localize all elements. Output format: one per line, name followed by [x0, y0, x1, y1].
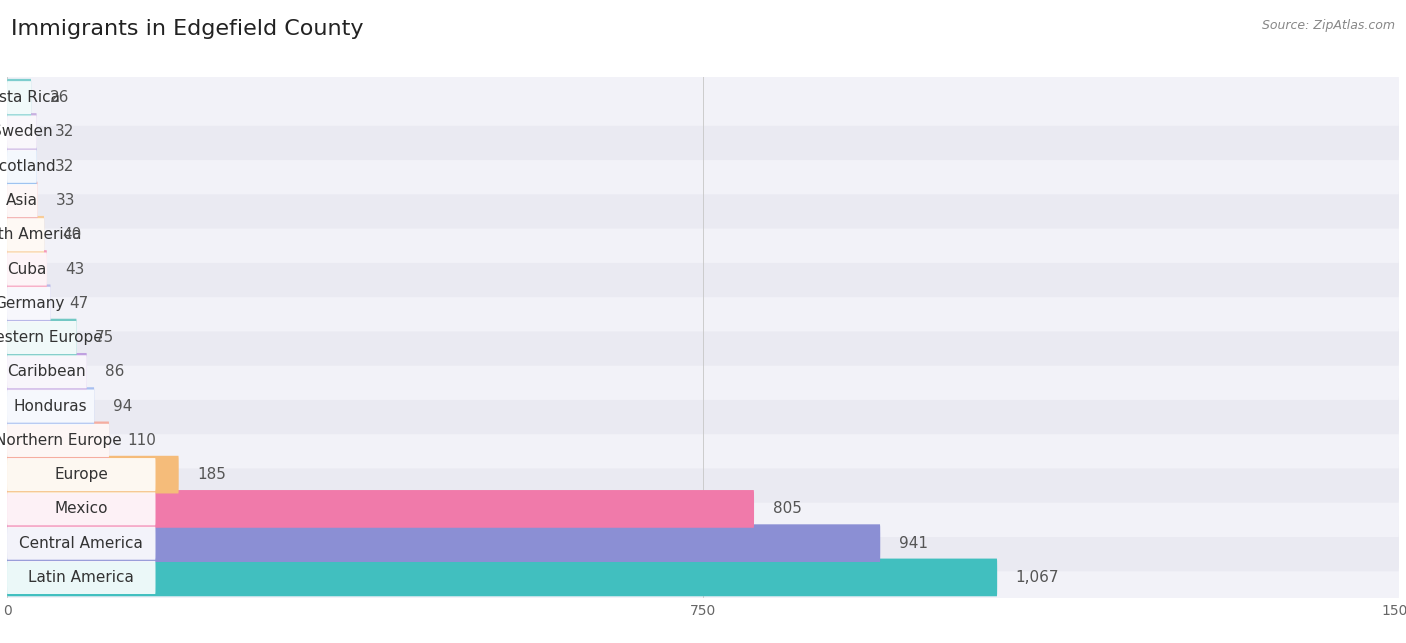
Text: Immigrants in Edgefield County: Immigrants in Edgefield County — [11, 19, 364, 39]
Text: Caribbean: Caribbean — [7, 365, 86, 379]
FancyBboxPatch shape — [7, 309, 1399, 366]
FancyBboxPatch shape — [7, 321, 76, 354]
FancyBboxPatch shape — [7, 250, 46, 288]
FancyBboxPatch shape — [7, 561, 156, 594]
Text: Scotland: Scotland — [0, 159, 55, 174]
FancyBboxPatch shape — [7, 241, 1399, 297]
FancyBboxPatch shape — [7, 104, 1399, 160]
FancyBboxPatch shape — [7, 344, 1399, 400]
FancyBboxPatch shape — [7, 275, 1399, 331]
Text: South America: South America — [0, 227, 82, 242]
FancyBboxPatch shape — [7, 524, 880, 562]
Text: Sweden: Sweden — [0, 125, 52, 140]
FancyBboxPatch shape — [7, 458, 156, 491]
FancyBboxPatch shape — [7, 412, 1399, 469]
Text: Northern Europe: Northern Europe — [0, 433, 121, 448]
FancyBboxPatch shape — [7, 493, 156, 525]
Text: 33: 33 — [56, 193, 76, 208]
FancyBboxPatch shape — [7, 113, 37, 151]
FancyBboxPatch shape — [7, 515, 1399, 571]
FancyBboxPatch shape — [7, 79, 31, 116]
FancyBboxPatch shape — [7, 387, 94, 425]
FancyBboxPatch shape — [7, 284, 51, 322]
FancyBboxPatch shape — [7, 150, 37, 183]
Text: Mexico: Mexico — [55, 502, 108, 516]
FancyBboxPatch shape — [7, 184, 38, 217]
FancyBboxPatch shape — [7, 81, 31, 114]
Text: 110: 110 — [128, 433, 156, 448]
Text: 86: 86 — [105, 365, 125, 379]
Text: Central America: Central America — [20, 536, 143, 550]
FancyBboxPatch shape — [7, 172, 1399, 229]
FancyBboxPatch shape — [7, 319, 76, 356]
Text: 941: 941 — [898, 536, 928, 550]
FancyBboxPatch shape — [7, 147, 37, 185]
FancyBboxPatch shape — [7, 355, 87, 388]
Text: Germany: Germany — [0, 296, 65, 311]
FancyBboxPatch shape — [7, 490, 754, 528]
FancyBboxPatch shape — [7, 287, 51, 320]
FancyBboxPatch shape — [7, 353, 87, 391]
FancyBboxPatch shape — [7, 182, 38, 219]
Text: 1,067: 1,067 — [1015, 570, 1059, 585]
FancyBboxPatch shape — [7, 206, 1399, 263]
FancyBboxPatch shape — [7, 559, 997, 596]
FancyBboxPatch shape — [7, 69, 1399, 126]
FancyBboxPatch shape — [7, 527, 156, 560]
FancyBboxPatch shape — [7, 446, 1399, 503]
Text: 43: 43 — [66, 262, 84, 276]
FancyBboxPatch shape — [7, 390, 94, 422]
FancyBboxPatch shape — [7, 424, 110, 457]
Text: Europe: Europe — [55, 467, 108, 482]
Text: 94: 94 — [112, 399, 132, 413]
Text: 47: 47 — [69, 296, 89, 311]
Text: Honduras: Honduras — [14, 399, 87, 413]
FancyBboxPatch shape — [7, 456, 179, 493]
FancyBboxPatch shape — [7, 422, 110, 459]
FancyBboxPatch shape — [7, 378, 1399, 434]
Text: Asia: Asia — [7, 193, 38, 208]
Text: 32: 32 — [55, 159, 75, 174]
Text: Source: ZipAtlas.com: Source: ZipAtlas.com — [1261, 19, 1395, 32]
FancyBboxPatch shape — [7, 481, 1399, 537]
Text: Costa Rica: Costa Rica — [0, 90, 59, 105]
FancyBboxPatch shape — [7, 549, 1399, 606]
Text: Cuba: Cuba — [7, 262, 46, 276]
Text: 32: 32 — [55, 125, 75, 140]
FancyBboxPatch shape — [7, 253, 46, 285]
FancyBboxPatch shape — [7, 216, 44, 253]
FancyBboxPatch shape — [7, 115, 37, 149]
Text: 26: 26 — [49, 90, 69, 105]
Text: 185: 185 — [197, 467, 226, 482]
Text: Western Europe: Western Europe — [0, 330, 103, 345]
Text: Latin America: Latin America — [28, 570, 134, 585]
Text: 805: 805 — [773, 502, 801, 516]
Text: 40: 40 — [63, 227, 82, 242]
FancyBboxPatch shape — [7, 218, 44, 251]
Text: 75: 75 — [96, 330, 114, 345]
FancyBboxPatch shape — [7, 138, 1399, 194]
